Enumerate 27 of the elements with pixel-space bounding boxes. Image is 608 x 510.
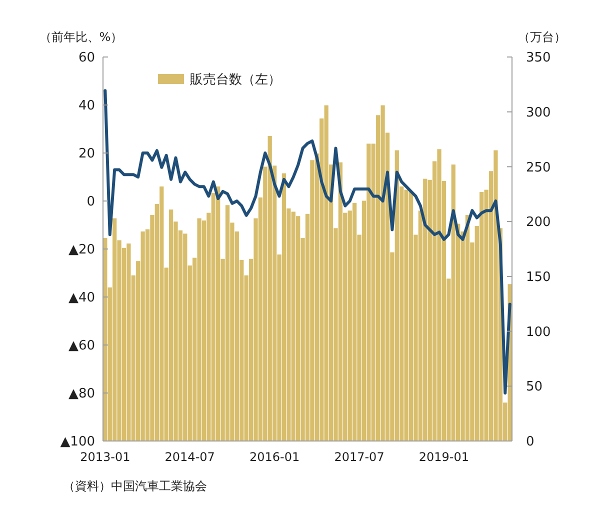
x-tick-label: 2019-01 — [418, 450, 470, 464]
y-tick-label: 20 — [78, 146, 95, 162]
y-tick-label: 40 — [78, 98, 95, 114]
x-tick-label: 2013-01 — [80, 450, 130, 464]
y2-tick-label: 50 — [526, 380, 543, 395]
x-tick-label: 2017-07 — [334, 450, 384, 464]
y-tick-label: ▲100 — [60, 434, 95, 450]
y-tick-label: 60 — [78, 50, 95, 66]
y2-tick-label: 300 — [526, 105, 551, 120]
x-tick-label: 2016-01 — [249, 450, 300, 464]
y2-tick-label: 250 — [526, 160, 551, 176]
y2-tick-label: 100 — [526, 324, 551, 340]
y2-tick-label: 350 — [526, 50, 551, 66]
y2-tick-label: 0 — [526, 434, 534, 450]
text: （資料）中国汽車工業協会 — [63, 479, 207, 493]
legend-label: 販売台数（左） — [190, 72, 281, 88]
y-tick-label: 0 — [86, 194, 95, 210]
line-series — [104, 89, 512, 394]
y-tick-label: ▲80 — [68, 386, 95, 402]
y2-tick-label: 150 — [526, 270, 551, 285]
y2-axis-title: （万台） — [518, 30, 566, 44]
y-axis-title: （前年比、%） — [39, 30, 123, 44]
x-tick-label: 2014-07 — [164, 450, 215, 464]
y2-tick-label: 200 — [526, 215, 551, 230]
y-tick-label: ▲40 — [68, 290, 95, 306]
y-tick-label: ▲60 — [68, 338, 95, 354]
y-tick-label: ▲20 — [68, 242, 95, 258]
